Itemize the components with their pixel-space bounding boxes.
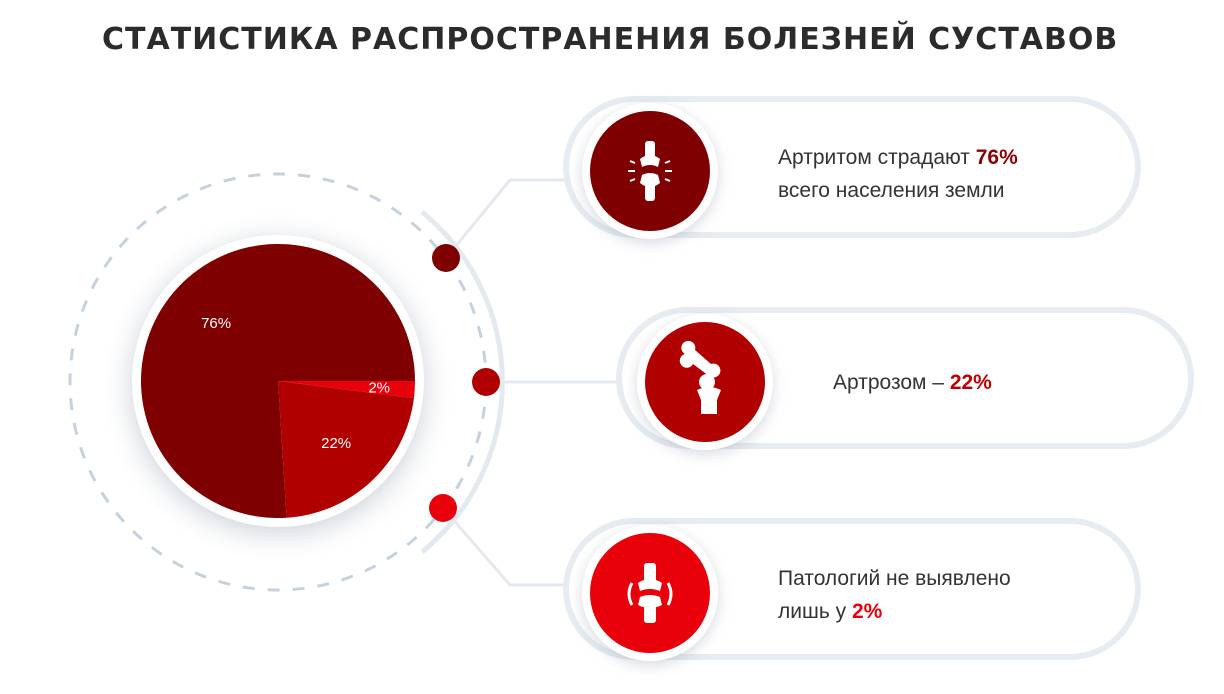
pie-label-22: 22% xyxy=(321,435,351,452)
broken-bone-joint-icon xyxy=(679,340,721,414)
card-healthy-text: Патологий не выявлено лишь у 2% xyxy=(778,567,1011,623)
healthy-icon-disc xyxy=(590,533,710,653)
page-title: СТАТИСТИКА РАСПРОСТРАНЕНИЯ БОЛЕЗНЕЙ СУСТ… xyxy=(102,22,1119,57)
arthritis-icon-disc xyxy=(590,111,710,231)
connector-line-1 xyxy=(444,178,570,259)
dot-arthritis xyxy=(432,244,460,272)
connector-line-3 xyxy=(441,507,570,587)
pie-label-2: 2% xyxy=(368,379,390,396)
pie-label-76: 76% xyxy=(201,315,231,332)
healthy-knee-joint-icon xyxy=(627,563,673,623)
card-arthrosis-text: Артрозом – 22% xyxy=(833,371,992,394)
pie-chart: 2% 22% 76% xyxy=(140,244,415,518)
pie-slice-22 xyxy=(278,381,414,518)
dot-healthy xyxy=(429,494,457,522)
inflamed-knee-joint-icon xyxy=(628,141,672,201)
dot-arthrosis xyxy=(472,368,500,396)
arthrosis-icon-disc xyxy=(645,322,765,442)
pie-slice-76 xyxy=(140,244,415,518)
pie-slice-2 xyxy=(278,381,415,399)
card-arthritis-text: Артритом страдают 76% всего населения зе… xyxy=(778,146,1018,202)
